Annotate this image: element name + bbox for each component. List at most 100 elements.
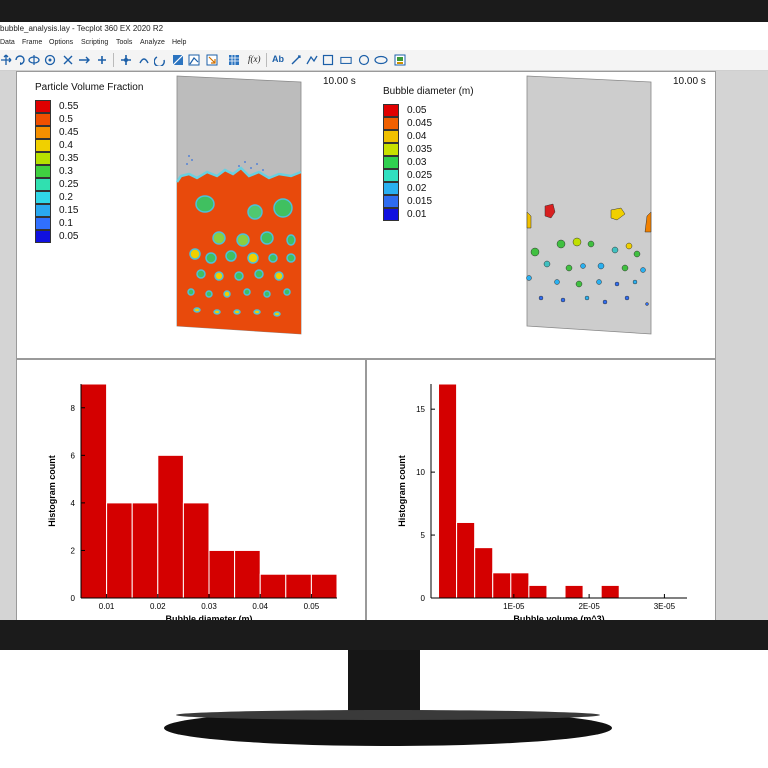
contour-icon[interactable] bbox=[154, 54, 166, 66]
table-icon[interactable] bbox=[228, 54, 240, 66]
legend-label: 0.25 bbox=[59, 179, 79, 190]
legend-swatch bbox=[35, 178, 51, 191]
line-icon[interactable] bbox=[306, 54, 318, 66]
monitor-stand-highlight bbox=[176, 710, 600, 720]
toolbar-separator bbox=[266, 53, 267, 67]
legend-swatch bbox=[35, 230, 51, 243]
y-axis-label: Histogram count bbox=[47, 455, 57, 527]
screen: bubble_analysis.lay - Tecplot 360 EX 202… bbox=[0, 22, 768, 620]
menu-bar: Data Frame Options Scripting Tools Analy… bbox=[0, 37, 768, 50]
workspace: Particle Volume Fraction 0.55 0.5 0.45 0.4 0… bbox=[0, 71, 768, 620]
spin-icon[interactable] bbox=[44, 54, 56, 66]
histogram-bar bbox=[259, 573, 287, 599]
histogram-bar bbox=[182, 502, 210, 599]
time-label-left: 10.00 s bbox=[323, 76, 356, 87]
legend-label: 0.025 bbox=[407, 170, 433, 181]
legend-label: 0.2 bbox=[59, 192, 73, 203]
legend-swatch bbox=[35, 191, 51, 204]
x-axis-label: Bubble diameter (m) bbox=[165, 614, 252, 620]
legend-label: 0.02 bbox=[407, 183, 427, 194]
ellipse-icon[interactable] bbox=[374, 54, 388, 66]
histogram-bar bbox=[310, 573, 338, 599]
histogram-volume: 0 5 10 15 1E-05 2E-05 3E-05 Bubble volume (m^3)… bbox=[397, 383, 687, 620]
histogram-bar bbox=[474, 547, 494, 599]
slice-icon[interactable] bbox=[138, 54, 150, 66]
function-icon[interactable]: f(x) bbox=[248, 54, 261, 64]
histogram-bar bbox=[492, 572, 512, 599]
menu-analyze[interactable]: Analyze bbox=[140, 39, 165, 46]
domain-boundary bbox=[526, 75, 652, 335]
menu-frame[interactable]: Frame bbox=[22, 39, 43, 46]
x-tick-label: 1E-05 bbox=[503, 602, 525, 611]
histogram-bar bbox=[80, 383, 108, 599]
x-tick-label: 0.01 bbox=[99, 602, 115, 611]
legend-title-right: Bubble diameter (m) bbox=[383, 86, 474, 97]
legend-swatch bbox=[35, 126, 51, 139]
histogram-frame-left[interactable]: 0 2 4 6 8 0.01 0.02 0.03 0.04 0.05 Bubble diameter… bbox=[16, 359, 366, 620]
menu-options[interactable]: Options bbox=[49, 39, 74, 46]
legend-label: 0.05 bbox=[59, 231, 79, 242]
legend-label: 0.035 bbox=[407, 144, 433, 155]
legend-label: 0.01 bbox=[407, 209, 427, 220]
histogram-frame-right[interactable]: 0 5 10 15 1E-05 2E-05 3E-05 Bubble volume (m^3)… bbox=[366, 359, 716, 620]
legend-label: 0.045 bbox=[407, 118, 433, 129]
image-icon[interactable] bbox=[394, 54, 406, 66]
bubble-diameter-plot bbox=[526, 75, 652, 335]
x-tick-label: 0.05 bbox=[304, 602, 320, 611]
legend-label: 0.05 bbox=[407, 105, 427, 116]
x-tick-label: 0.02 bbox=[150, 602, 166, 611]
histogram-bar bbox=[600, 584, 620, 599]
histogram-bar bbox=[208, 549, 236, 599]
y-tick-label: 8 bbox=[71, 404, 76, 413]
probe-icon[interactable] bbox=[78, 54, 90, 66]
mesh-icon[interactable] bbox=[172, 54, 184, 66]
legend-swatch bbox=[383, 195, 399, 208]
rectangle-icon[interactable] bbox=[340, 54, 352, 66]
legend-swatch bbox=[35, 152, 51, 165]
rotate-icon[interactable] bbox=[14, 54, 26, 66]
legend-label: 0.5 bbox=[59, 114, 73, 125]
menu-data[interactable]: Data bbox=[0, 39, 15, 46]
circle-icon[interactable] bbox=[358, 54, 370, 66]
menu-scripting[interactable]: Scripting bbox=[81, 39, 109, 46]
y-tick-label: 5 bbox=[421, 531, 426, 540]
rotate-3d-icon[interactable] bbox=[28, 54, 40, 66]
time-label-right: 10.00 s bbox=[673, 76, 706, 87]
select-icon[interactable] bbox=[96, 54, 108, 66]
histogram-bar bbox=[456, 521, 476, 599]
y-tick-label: 4 bbox=[71, 499, 76, 508]
legend-label: 0.1 bbox=[59, 218, 73, 229]
text-icon[interactable]: Ab bbox=[272, 54, 284, 64]
menu-help[interactable]: Help bbox=[172, 39, 187, 46]
x-tick-label: 0.04 bbox=[252, 602, 268, 611]
square-icon[interactable] bbox=[322, 54, 334, 66]
legend-swatch bbox=[383, 208, 399, 221]
bubbles bbox=[526, 203, 652, 306]
legend-label: 0.4 bbox=[59, 140, 73, 151]
legend-label: 0.45 bbox=[59, 127, 79, 138]
geometry-icon[interactable] bbox=[290, 54, 302, 66]
legend-swatch bbox=[383, 169, 399, 182]
contour-frame[interactable]: Particle Volume Fraction 0.55 0.5 0.45 0.4 0… bbox=[16, 71, 716, 359]
legend-swatch bbox=[383, 130, 399, 143]
legend-label: 0.03 bbox=[407, 157, 427, 168]
legend-swatch bbox=[35, 113, 51, 126]
legend-label: 0.04 bbox=[407, 131, 427, 142]
monitor-stand-neck bbox=[348, 650, 420, 718]
legend-swatch bbox=[383, 156, 399, 169]
zoom-icon[interactable] bbox=[62, 54, 74, 66]
legend-swatch bbox=[35, 217, 51, 230]
legend-label: 0.15 bbox=[59, 205, 79, 216]
legend-swatch bbox=[383, 104, 399, 117]
x-axis-label: Bubble volume (m^3) bbox=[513, 614, 604, 620]
scatter-icon[interactable] bbox=[188, 54, 200, 66]
legend-label: 0.015 bbox=[407, 196, 433, 207]
legend-label: 0.3 bbox=[59, 166, 73, 177]
legend-title-left: Particle Volume Fraction bbox=[35, 82, 144, 93]
menu-tools[interactable]: Tools bbox=[116, 39, 133, 46]
vector-icon[interactable] bbox=[206, 54, 218, 66]
streamtrace-icon[interactable] bbox=[120, 54, 132, 66]
histogram-bar bbox=[234, 549, 261, 599]
translate-icon[interactable] bbox=[0, 54, 12, 66]
y-tick-label: 0 bbox=[71, 594, 76, 603]
